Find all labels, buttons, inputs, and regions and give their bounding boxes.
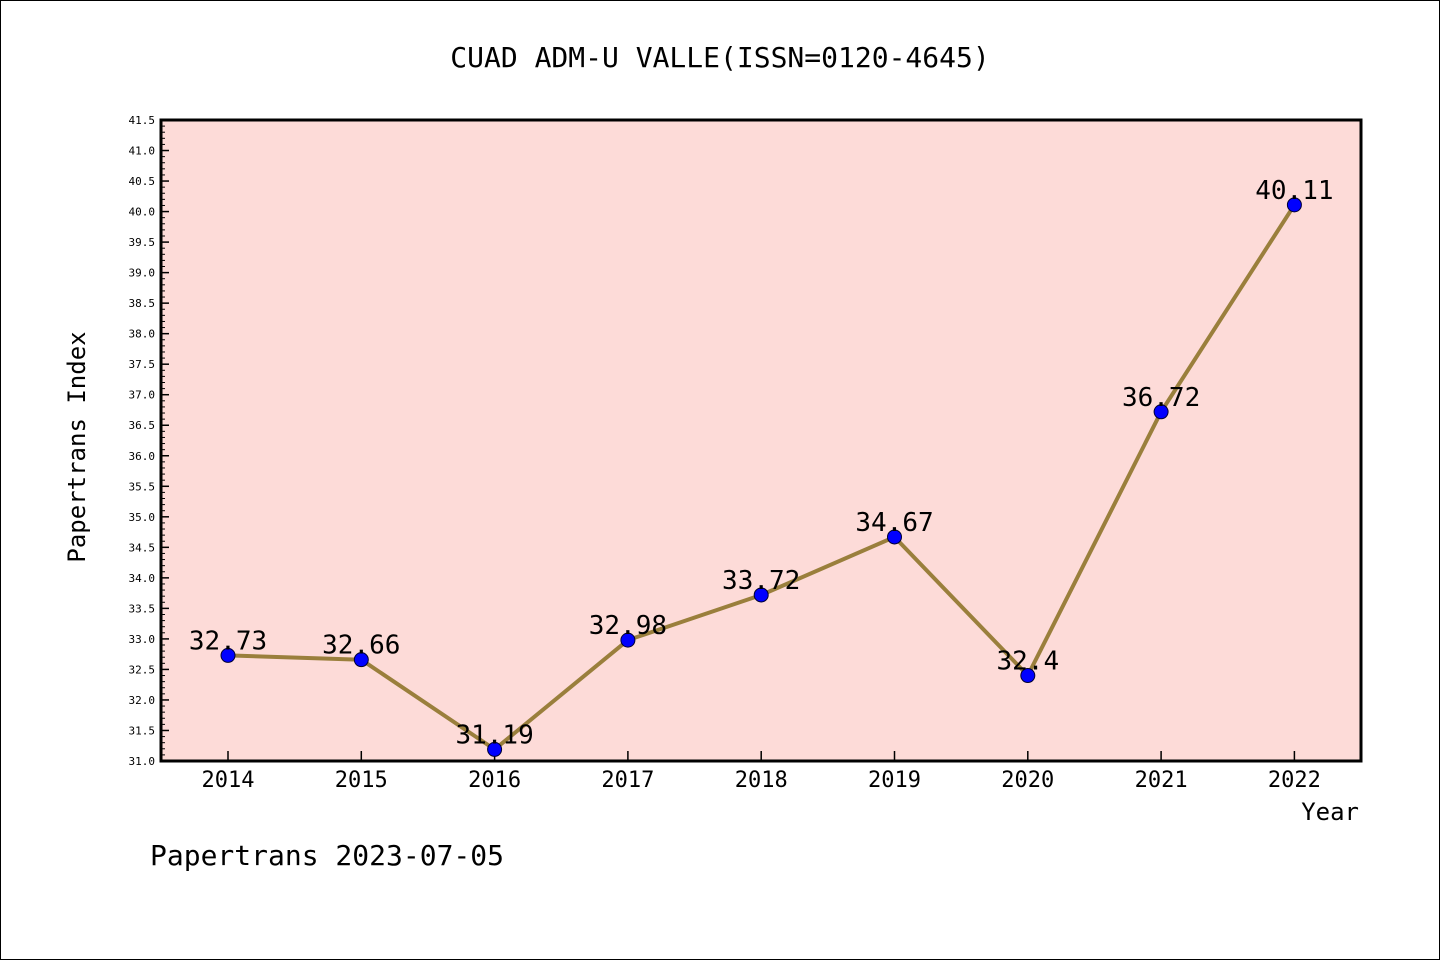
y-tick-label: 40.5	[129, 175, 156, 188]
data-point	[1286, 197, 1302, 213]
y-tick-label: 33.0	[129, 633, 156, 646]
data-point	[620, 632, 636, 648]
x-axis-title: Year	[1301, 798, 1359, 826]
y-tick-label: 39.0	[129, 267, 156, 280]
x-tick-label: 2016	[468, 768, 521, 793]
y-tick-label: 32.0	[129, 694, 156, 707]
y-tick-label: 37.0	[129, 389, 156, 402]
y-tick-label: 33.5	[129, 602, 156, 615]
y-tick-label: 35.0	[129, 511, 156, 524]
data-point	[1153, 404, 1169, 420]
x-tick-label: 2015	[335, 768, 388, 793]
data-point	[753, 587, 769, 603]
y-tick-label: 40.0	[129, 206, 156, 219]
y-tick-label: 34.5	[129, 541, 156, 554]
data-label: 32.73	[189, 626, 267, 656]
data-point	[887, 529, 902, 545]
x-tick-label: 2014	[202, 768, 255, 793]
x-tick-label: 2020	[1001, 768, 1054, 793]
footer-date: Papertrans 2023-07-05	[150, 839, 504, 872]
x-tick-label: 2022	[1268, 768, 1321, 793]
data-label: 32.98	[589, 611, 667, 641]
data-label: 36.72	[1122, 383, 1200, 413]
data-point	[1020, 668, 1036, 684]
data-point	[487, 741, 503, 757]
data-label: 40.11	[1255, 176, 1333, 206]
y-axis-title: Papertrans Index	[63, 331, 91, 562]
data-point	[353, 652, 369, 668]
y-tick-label: 38.0	[129, 328, 156, 341]
plot-border	[159, 118, 1363, 763]
data-point	[220, 647, 236, 663]
y-tick-label: 36.5	[129, 419, 156, 432]
y-tick-label: 34.0	[129, 572, 156, 585]
y-tick-label: 31.0	[129, 755, 156, 768]
chart-title: CUAD ADM-U VALLE(ISSN=0120-4645)	[450, 41, 989, 74]
x-tick-label: 2018	[735, 768, 788, 793]
x-tick-label: 2017	[601, 768, 654, 793]
y-tick-label: 37.5	[129, 358, 156, 371]
x-tick-label: 2019	[868, 768, 921, 793]
y-tick-label: 39.5	[129, 236, 156, 249]
data-label: 32.4	[996, 647, 1059, 677]
y-tick-label: 35.5	[129, 480, 156, 493]
y-tick-label: 32.5	[129, 663, 156, 676]
data-label: 31.19	[455, 720, 533, 750]
y-tick-label: 36.0	[129, 450, 156, 463]
data-labels: 32.73 32.66 31.19 32.98 33.72 34.67 32.4 36.72 4…	[189, 176, 1334, 751]
x-axis: 2014 2015 2016 2017 2018 2019 2020 2021 2022	[202, 751, 1321, 793]
y-tick-label: 38.5	[129, 297, 156, 310]
data-label: 32.66	[322, 631, 400, 661]
y-tick-label: 41.5	[129, 114, 156, 127]
plot-area	[161, 120, 1361, 761]
y-tick-label: 31.5	[129, 724, 156, 737]
data-points	[220, 197, 1302, 757]
y-tick-label: 41.0	[129, 145, 156, 158]
x-tick-label: 2021	[1135, 768, 1188, 793]
data-label: 34.67	[855, 508, 933, 538]
data-label: 33.72	[722, 566, 800, 596]
y-axis: 31.0 31.5 32.0 32.5 33.0 33.5 34.0 34.5 35.0 35.5…	[129, 114, 169, 768]
